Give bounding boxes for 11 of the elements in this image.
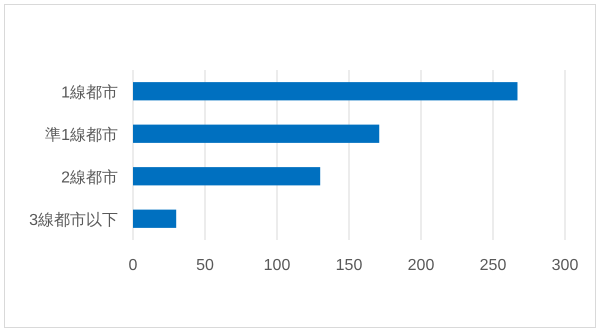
x-tick-label: 200 <box>408 257 434 274</box>
x-tick-label: 100 <box>264 257 290 274</box>
x-tick-label: 250 <box>480 257 506 274</box>
x-tick-label: 0 <box>128 257 138 274</box>
y-tick-label: 2線都市 <box>61 168 118 186</box>
y-tick-label: 準1線都市 <box>45 126 118 144</box>
x-tick-label: 300 <box>552 257 578 274</box>
y-tick-label: 1線都市 <box>61 83 118 102</box>
y-tick-label: 3線都市以下 <box>29 210 118 229</box>
x-tick-label: 150 <box>336 257 362 274</box>
x-tick-label: 50 <box>196 257 214 274</box>
